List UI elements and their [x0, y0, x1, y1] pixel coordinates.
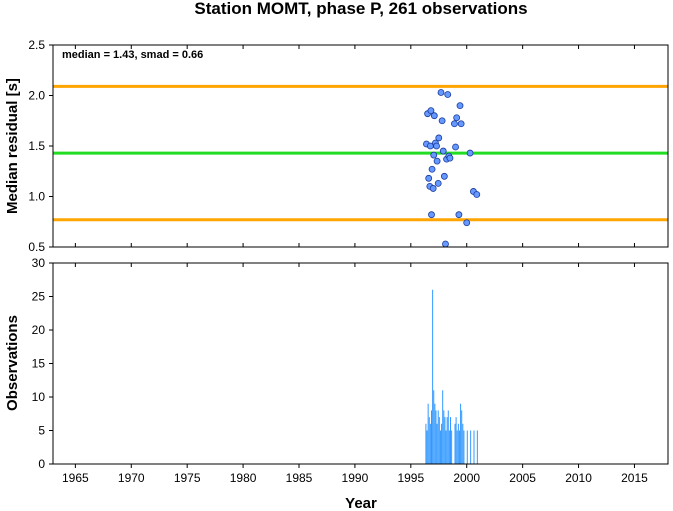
residual-point — [473, 191, 481, 198]
residual-point — [455, 211, 463, 219]
residual-panel-frame — [52, 44, 669, 248]
residual-point — [430, 112, 438, 120]
x-axis-label: Year — [345, 495, 377, 511]
residual-point — [428, 211, 435, 219]
residual-y-tick-label: 2.5 — [28, 38, 45, 52]
x-tick-label: 2005 — [509, 471, 536, 485]
observations-plot-area: 0 5 10 15 20 25 30 1965 1970 1975 1980 1985 1990 1995… — [32, 256, 648, 485]
residual-plot-area: 0.5 1.0 1.5 2.0 2.5 — [28, 38, 668, 254]
x-tick-label: 1990 — [342, 471, 369, 485]
residual-point — [463, 219, 471, 227]
residual-point — [453, 114, 461, 122]
x-tick-label: 1995 — [397, 471, 424, 485]
residual-y-tick-label: 1.5 — [28, 139, 45, 153]
observations-y-tick-label: 30 — [32, 256, 46, 270]
observations-y-axis-label: Observations — [4, 315, 21, 411]
residual-y-tick-label: 2.0 — [28, 89, 45, 103]
x-tick-label: 1970 — [118, 471, 145, 485]
residual-point — [438, 117, 446, 125]
residual-point — [427, 107, 435, 115]
residual-point — [428, 165, 436, 173]
residual-y-tick-label: 1.0 — [28, 190, 45, 204]
residual-point — [457, 120, 465, 128]
residual-point — [439, 147, 447, 155]
chart-title: Station MOMT, phase P, 261 observations — [194, 0, 527, 18]
observations-y-tick-label: 25 — [32, 290, 46, 304]
residual-point — [440, 172, 448, 180]
observations-y-tick-label: 10 — [32, 390, 46, 404]
residual-point — [442, 240, 449, 248]
residual-point — [425, 174, 433, 182]
observations-panel-frame — [52, 262, 669, 465]
residual-point — [444, 91, 452, 98]
residual-point — [451, 120, 458, 128]
observations-y-tick-label: 0 — [38, 457, 45, 471]
x-tick-label: 1985 — [286, 471, 313, 485]
residual-point — [429, 185, 437, 192]
observations-y-tick-label: 15 — [32, 357, 46, 371]
residual-point — [434, 179, 442, 187]
residual-point — [446, 154, 454, 162]
x-tick-label: 2015 — [621, 471, 648, 485]
x-tick-label: 1965 — [62, 471, 89, 485]
residual-point — [452, 143, 459, 151]
residual-point — [433, 142, 440, 150]
observations-y-tick-label: 20 — [32, 323, 46, 337]
x-tick-label: 2010 — [565, 471, 592, 485]
residual-panel: 0.5 1.0 1.5 2.0 2.5 median = 1.43, smad = 0.… — [4, 38, 669, 254]
residual-y-axis-label: Median residual [s] — [4, 78, 21, 214]
residual-y-tick-label: 0.5 — [28, 240, 45, 254]
residual-point — [437, 89, 445, 96]
residual-point — [456, 102, 464, 109]
observations-panel: 0 5 10 15 20 25 30 1965 1970 1975 1980 1985 1990 1995… — [4, 256, 669, 511]
median-smad-annotation: median = 1.43, smad = 0.66 — [62, 49, 203, 61]
x-tick-label: 2000 — [453, 471, 480, 485]
observations-y-tick-label: 5 — [38, 424, 45, 438]
residual-point — [433, 157, 441, 165]
x-tick-label: 1980 — [230, 471, 257, 485]
x-tick-label: 1975 — [174, 471, 201, 485]
residual-point — [466, 149, 474, 157]
residual-point — [430, 151, 438, 159]
residual-point — [435, 134, 443, 142]
